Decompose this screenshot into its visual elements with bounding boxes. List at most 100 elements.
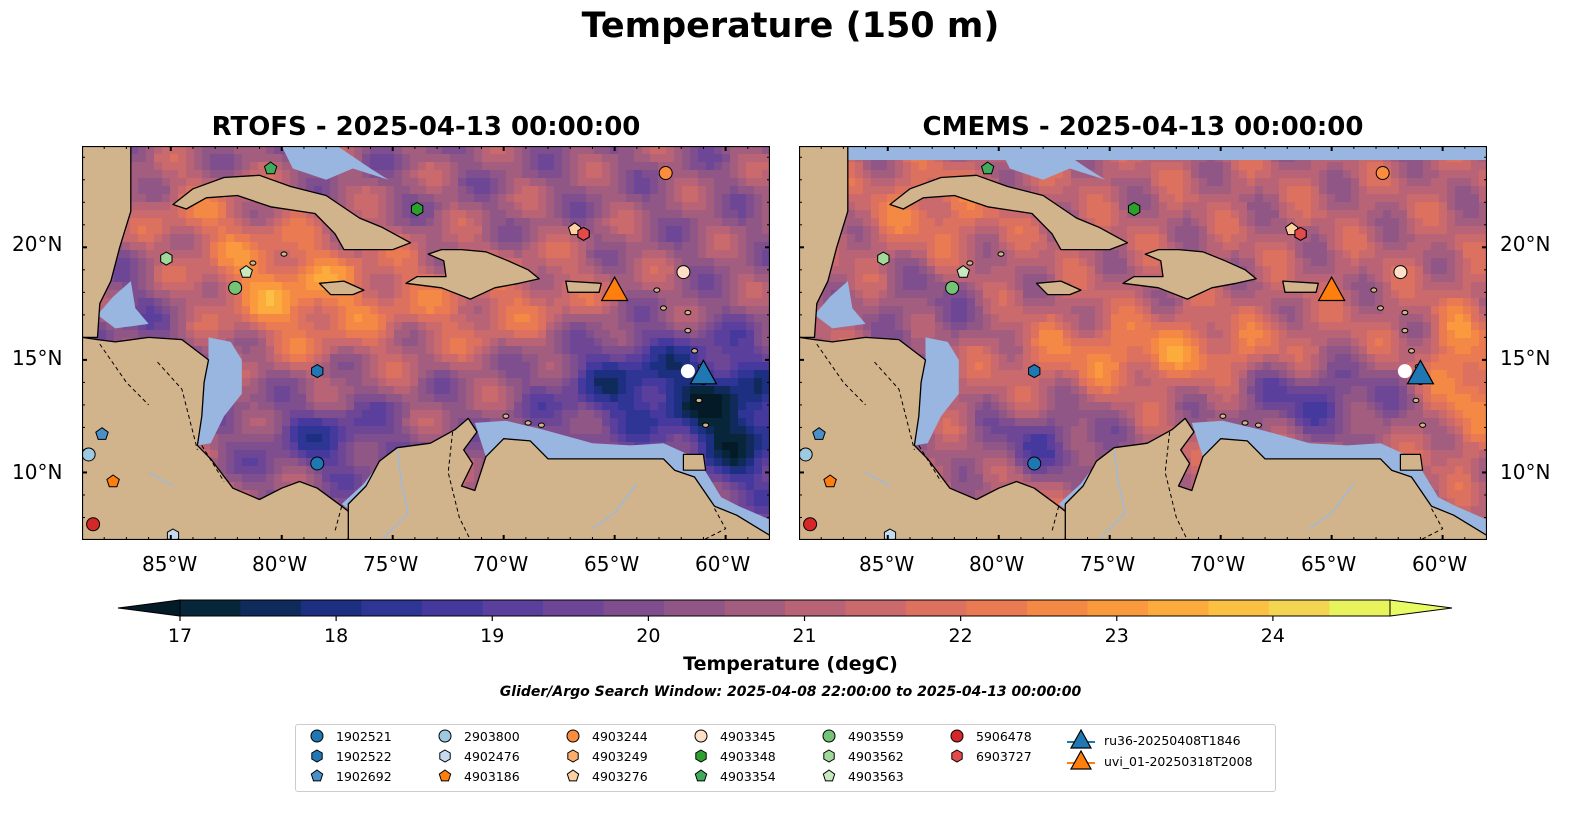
colorbar-segment (543, 600, 604, 616)
argo-float-4903345 (676, 265, 691, 280)
glider-position-marker (1397, 364, 1412, 379)
legend-label: 4902476 (464, 748, 520, 764)
argo-float-6903727 (577, 226, 590, 241)
argo-float-4903244 (658, 166, 673, 181)
legend-label: 4903559 (848, 728, 904, 744)
shelf-venShelf (1191, 420, 1487, 536)
legend-item-1902521: 1902521 (306, 728, 392, 744)
hexagon-icon (567, 749, 579, 763)
argo-float-1902692 (812, 427, 826, 440)
land-hispaniola (405, 248, 540, 300)
pentagon-marker-icon (694, 769, 708, 782)
legend-label: 4903562 (848, 748, 904, 764)
small-island (1376, 305, 1384, 311)
circle-marker-icon (694, 729, 708, 743)
legend-item-4903249: 4903249 (562, 748, 648, 764)
small-island (1419, 422, 1427, 428)
map-field (799, 146, 1487, 540)
pentagon-icon (566, 769, 580, 782)
land-southAmerica (1064, 417, 1487, 540)
legend-label: uvi_01-20250318T2008 (1104, 753, 1253, 769)
argo-float-4903559 (945, 280, 960, 295)
argo-float-5906478 (86, 517, 101, 532)
small-island (502, 413, 510, 419)
legend-label: 2903800 (464, 728, 520, 744)
colorbar-under-extend (117, 599, 181, 617)
colorbar-tick-label: 18 (324, 625, 348, 647)
legend-label: ru36-20250408T1846 (1104, 732, 1241, 748)
legend-item-1902692: 1902692 (306, 768, 392, 784)
colorbar-segment (845, 600, 907, 616)
legend-label: 5906478 (976, 728, 1032, 744)
lon-label-70w-p1: 70°W (473, 552, 529, 576)
colorbar-tick-label: 23 (1105, 625, 1129, 647)
legend-label: 1902692 (336, 768, 392, 784)
colorbar-segment (240, 600, 302, 616)
argo-float-4903354 (263, 161, 278, 175)
lat-label-10n-right: 10°N (1500, 460, 1551, 484)
small-island (702, 422, 710, 428)
small-island (280, 251, 288, 257)
small-island (1401, 309, 1409, 316)
river (1098, 449, 1127, 540)
hexagon-marker-icon (311, 749, 323, 763)
legend-item-4903563: 4903563 (818, 768, 904, 784)
shelf-hondShelf (814, 281, 866, 329)
circle-marker-icon (310, 729, 324, 743)
small-island (1408, 348, 1416, 354)
legend-item-1902522: 1902522 (306, 748, 392, 764)
lon-label-65w-p1: 65°W (584, 552, 640, 576)
legend-label: 4903563 (848, 768, 904, 784)
argo-float-6903727 (1294, 226, 1307, 241)
land-trinidad (682, 453, 707, 471)
pentagon-marker-icon (822, 769, 836, 782)
lon-label-60w-p2: 60°W (1412, 552, 1468, 576)
colorbar-segment (180, 600, 241, 616)
small-island (1370, 287, 1378, 293)
small-island (691, 348, 699, 354)
no-data-band (799, 146, 1487, 160)
hexagon-marker-icon (951, 749, 963, 763)
argo-float-1902522 (311, 364, 324, 379)
colorbar-segment (1027, 600, 1088, 616)
lon-label-65w-p2: 65°W (1301, 552, 1357, 576)
lon-label-75w-p1: 75°W (363, 552, 419, 576)
lat-label-20n-left: 20°N (12, 232, 63, 256)
argo-float-1902521 (1027, 456, 1042, 471)
figure-title: Temperature (150 m) (581, 6, 1000, 46)
circle-icon (566, 729, 580, 743)
legend-label: 4903276 (592, 768, 648, 784)
glider-ru36-20250408T1846 (689, 359, 718, 385)
land-northWest (799, 146, 849, 339)
colorbar-tick-label: 22 (949, 625, 973, 647)
colorbar-segment (361, 600, 423, 616)
country-border (1051, 506, 1060, 532)
legend-label: 4903186 (464, 768, 520, 784)
legend-item-4903348: 4903348 (690, 748, 776, 764)
circle-icon (822, 729, 836, 743)
legend: 1902521 1902522 1902692 2903800 4902476 49031… (295, 724, 1276, 792)
search-window-text: Glider/Argo Search Window: 2025-04-08 22… (499, 684, 1082, 700)
hexagon-icon (695, 749, 707, 763)
country-border (334, 506, 343, 532)
panel-title-cmems: CMEMS - 2025-04-13 00:00:00 (922, 112, 1364, 142)
hexagon-marker-icon (695, 749, 707, 763)
legend-item-4902476: 4902476 (434, 748, 520, 764)
colorbar-tick-label: 21 (792, 625, 816, 647)
land-jamaica (318, 280, 365, 296)
colorbar-segment (1269, 600, 1330, 616)
legend-label: 4903345 (720, 728, 776, 744)
small-island (1219, 413, 1227, 419)
shelf-bahamas (281, 146, 389, 180)
argo-float-4903559 (228, 280, 243, 295)
colorbar-segment (724, 600, 786, 616)
circle-marker-icon (822, 729, 836, 743)
glider-uvi_01-20250318T2008 (600, 275, 629, 302)
shelf-nicShelf (197, 337, 242, 446)
circle-icon (950, 729, 964, 743)
circle-icon (310, 729, 324, 743)
country-border (816, 343, 866, 406)
land-puertoRico (565, 280, 602, 293)
colorbar-segment (1329, 600, 1391, 616)
circle-icon (694, 729, 708, 743)
